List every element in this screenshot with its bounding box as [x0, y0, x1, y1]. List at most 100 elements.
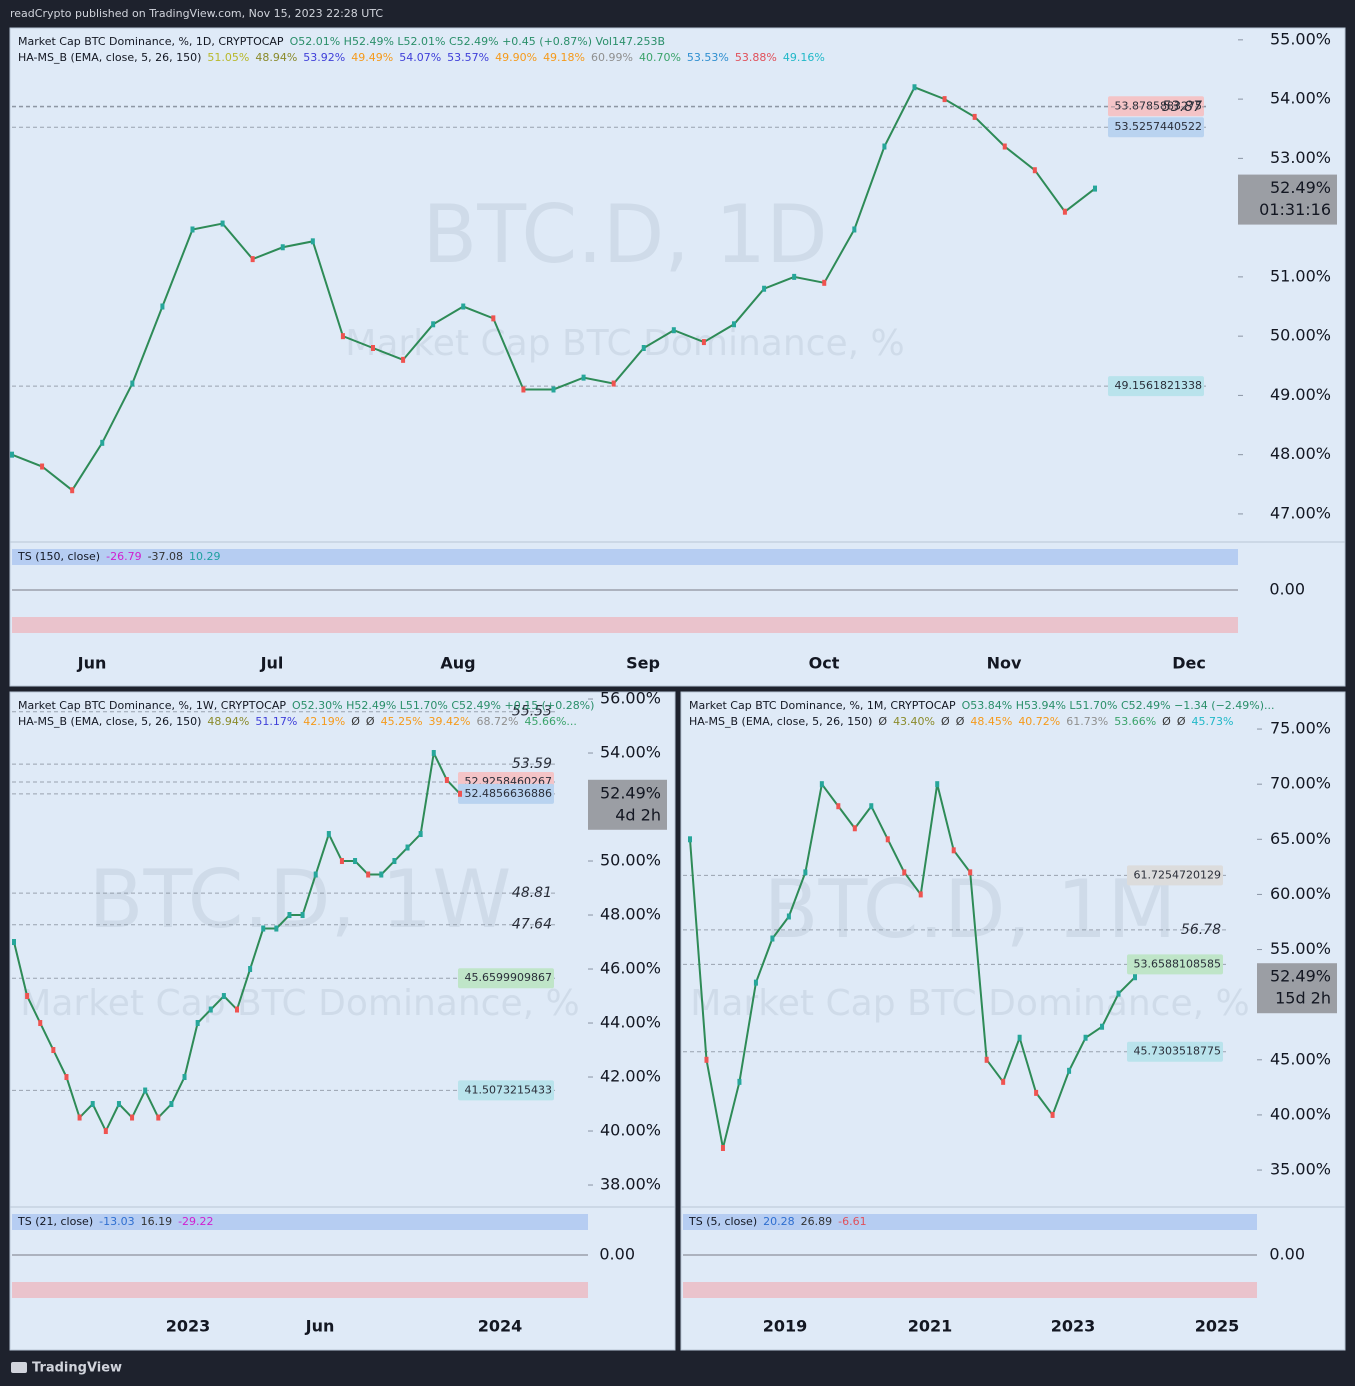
- y-tick-label: 75.00%: [1270, 719, 1331, 738]
- indicator-value: 53.53%: [687, 51, 729, 64]
- indicator-value: 45.66%...: [524, 715, 576, 728]
- indicator-value: Ø: [1162, 715, 1171, 728]
- candle: [792, 273, 797, 280]
- indicator-value: 51.17%: [255, 715, 297, 728]
- last-price: 52.49%: [1270, 967, 1331, 986]
- level-label: 53.8785883275: [1115, 99, 1202, 112]
- legend-indicator: HA-MS_B (EMA, close, 5, 26, 150) 51.05% 48…: [18, 51, 825, 64]
- indicator-value: 40.72%: [1018, 715, 1060, 728]
- panel-bg: [9, 691, 676, 1351]
- oscillator-value: -6.61: [838, 1215, 866, 1228]
- candle: [551, 386, 556, 393]
- countdown: 4d 2h: [615, 805, 661, 824]
- candle: [261, 925, 266, 932]
- y-tick-label: 38.00%: [600, 1175, 661, 1194]
- candle: [300, 912, 305, 919]
- candle: [70, 487, 75, 494]
- legend-indicator: HA-MS_B (EMA, close, 5, 26, 150) 48.94% 51…: [18, 715, 577, 728]
- candle: [1100, 1023, 1105, 1030]
- oscillator-name: TS (5, close): [688, 1215, 757, 1228]
- osc-tick-label: 0.00: [1269, 580, 1305, 599]
- candle: [130, 380, 135, 387]
- y-tick-label: 46.00%: [600, 959, 661, 978]
- level-label: 53.87: [1162, 99, 1202, 115]
- candle: [444, 777, 449, 784]
- indicator-value: 49.90%: [495, 51, 537, 64]
- osc-lower-band: [12, 617, 1238, 633]
- candle: [418, 831, 423, 838]
- last-price-box: [1257, 963, 1337, 1014]
- indicator-value: 61.73%: [1066, 715, 1108, 728]
- candle: [1083, 1034, 1088, 1041]
- candle: [274, 925, 279, 932]
- candle: [51, 1047, 56, 1054]
- candle: [1002, 143, 1007, 150]
- ohlc: O52.30% H52.49% L51.70% C52.49% +0.15 (+…: [292, 699, 594, 712]
- candle: [405, 844, 410, 851]
- indicator-value: 45.73%: [1192, 715, 1234, 728]
- indicator-value: 53.92%: [303, 51, 345, 64]
- oscillator-value: 16.19: [141, 1215, 173, 1228]
- oscillator-name: TS (150, close): [17, 550, 100, 563]
- candle: [902, 869, 907, 876]
- x-tick-label: Jul: [260, 654, 284, 673]
- indicator-value: Ø: [878, 715, 887, 728]
- osc-tick-label: 0.00: [599, 1245, 635, 1264]
- last-price-box: [588, 779, 667, 830]
- candle: [822, 279, 827, 286]
- candle: [1017, 1034, 1022, 1041]
- candle: [280, 244, 285, 251]
- candle: [641, 345, 646, 351]
- x-tick-label: Nov: [987, 654, 1022, 673]
- candle: [401, 356, 406, 363]
- candle: [1116, 990, 1121, 997]
- y-tick-label: 55.00%: [1270, 29, 1331, 48]
- last-price-box: [1238, 174, 1337, 225]
- x-tick-label: 2023: [1051, 1317, 1096, 1336]
- oscillator-value: -26.79: [106, 550, 141, 563]
- level-label: 53.5257440522: [1115, 120, 1202, 133]
- panel-bg: [9, 27, 1346, 687]
- x-tick-label: Sep: [626, 654, 660, 673]
- indicator-name: HA-MS_B (EMA, close, 5, 26, 150): [689, 715, 872, 728]
- level-tag: [1127, 865, 1223, 886]
- candle: [90, 1101, 95, 1108]
- x-tick-label: Oct: [809, 654, 840, 673]
- y-tick-label: 56.00%: [600, 689, 661, 708]
- indicator-value: 49.49%: [351, 51, 393, 64]
- candle: [392, 858, 397, 865]
- x-tick-label: Jun: [77, 654, 107, 673]
- legend-symbol: Market Cap BTC Dominance, %, 1W, CRYPTOC…: [18, 699, 594, 712]
- candle: [208, 1006, 213, 1013]
- level-label: 53.59: [512, 756, 552, 772]
- price-line: [689, 781, 1136, 1149]
- legend-oscillator: TS (21, close) -13.03 16.19 -29.22: [17, 1215, 214, 1228]
- legend-symbol: Market Cap BTC Dominance, %, 1M, CRYPTOC…: [689, 699, 1275, 712]
- publish-header: readCrypto published on TradingView.com,…: [10, 7, 383, 20]
- y-tick-label: 51.00%: [1270, 266, 1331, 285]
- level-label: 49.1561821338: [1115, 379, 1202, 392]
- indicator-value: Ø: [366, 715, 375, 728]
- level-tag: [458, 783, 554, 804]
- indicator-value: 54.07%: [399, 51, 441, 64]
- candle: [220, 220, 225, 227]
- level-label: 45.6599909867: [465, 971, 552, 984]
- candle: [1093, 185, 1097, 192]
- y-tick-label: 47.00%: [1270, 503, 1331, 522]
- candle: [581, 374, 586, 381]
- candle: [852, 226, 857, 233]
- indicator-value: 49.16%: [783, 51, 825, 64]
- candle: [869, 803, 874, 810]
- y-tick-label: 55.00%: [1270, 939, 1331, 958]
- candle: [1001, 1078, 1006, 1085]
- oscillator-value: 26.89: [801, 1215, 833, 1228]
- y-tick-label: 48.00%: [600, 905, 661, 924]
- last-price: 52.49%: [600, 783, 661, 802]
- candle: [310, 238, 315, 245]
- watermark-ticker: BTC.D, 1D: [422, 188, 827, 281]
- indicator-value: 53.66%: [1114, 715, 1156, 728]
- indicator-value: Ø: [941, 715, 950, 728]
- candle: [984, 1056, 989, 1063]
- level-label: 45.7303518775: [1134, 1045, 1221, 1058]
